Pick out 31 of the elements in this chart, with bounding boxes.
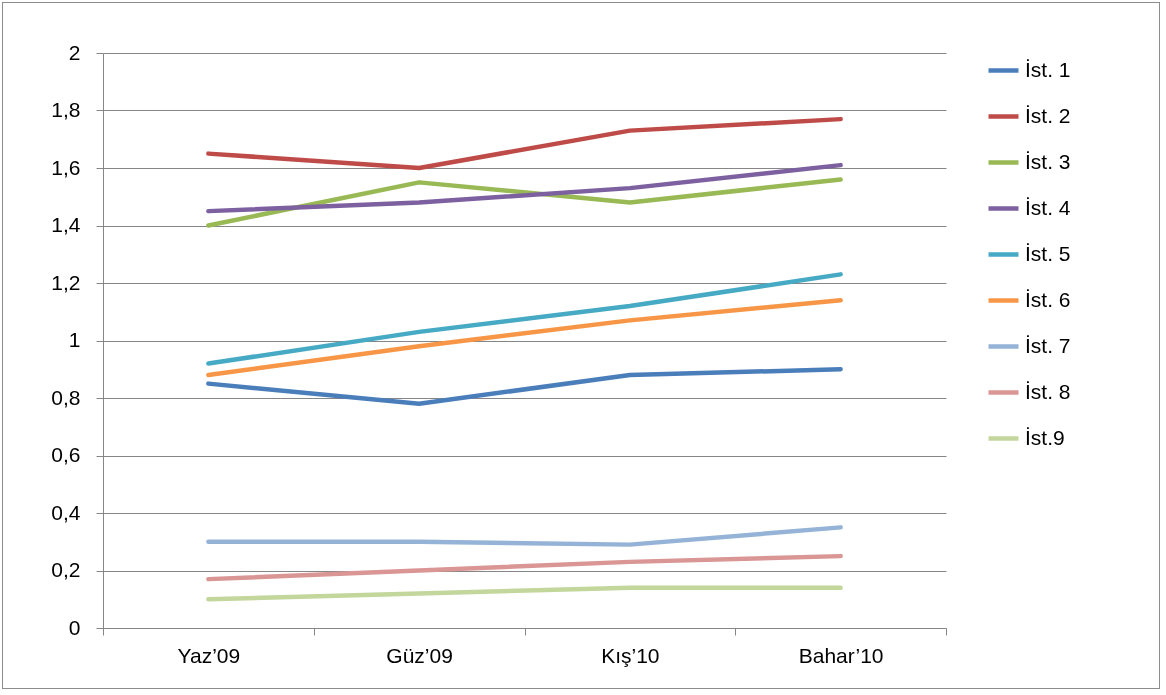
legend-label: İst. 7 <box>1025 333 1071 357</box>
legend-label: İst. 1 <box>1025 57 1071 81</box>
legend-label: İst. 3 <box>1025 149 1071 173</box>
line-series <box>206 272 843 366</box>
y-tick-label: 1,2 <box>51 270 81 294</box>
legend-label: İst. 5 <box>1025 241 1071 265</box>
x-tick-label: Yaz’09 <box>177 643 241 667</box>
legend-label: İst. 8 <box>1025 379 1071 403</box>
y-tick-label: 1,8 <box>51 98 81 121</box>
y-tick-label: 1 <box>68 328 81 351</box>
y-tick-label: 0,8 <box>51 385 81 409</box>
x-tick-label: Güz’09 <box>386 643 453 667</box>
line-series <box>206 553 843 582</box>
line-series <box>206 162 843 214</box>
y-tick-label: 0,4 <box>51 500 81 524</box>
line-series <box>206 298 843 378</box>
legend-label: İst. 4 <box>1025 195 1071 219</box>
line-series <box>206 177 843 228</box>
line-series <box>206 367 843 406</box>
legend-label: İst.9 <box>1025 425 1065 449</box>
legend-label: İst. 2 <box>1025 103 1071 127</box>
y-tick-label: 2 <box>68 40 81 64</box>
legend-label: İst. 6 <box>1025 287 1071 311</box>
x-tick-label: Kış’10 <box>601 643 660 667</box>
y-tick-label: 0,2 <box>51 558 81 581</box>
y-tick-label: 0 <box>68 615 81 639</box>
x-tick-label: Bahar’10 <box>798 643 884 667</box>
y-tick-label: 1,4 <box>51 213 81 236</box>
y-tick-label: 0,6 <box>51 443 81 466</box>
y-tick-label: 1,6 <box>51 155 81 179</box>
line-series <box>206 116 843 171</box>
